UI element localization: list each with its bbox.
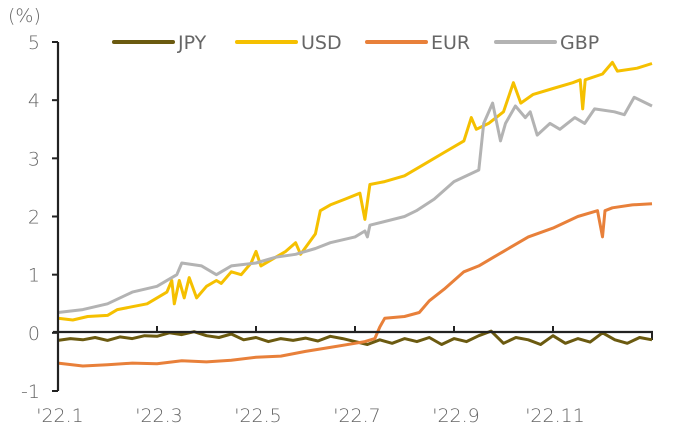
y-tick-label: -1 — [21, 381, 40, 403]
y-tick-label: 0 — [28, 323, 40, 345]
y-tick-label: 4 — [28, 90, 40, 112]
x-tick-label: '22.3 — [135, 405, 183, 427]
y-axis-unit-label: (%) — [8, 5, 41, 27]
y-tick-label: 3 — [28, 148, 40, 170]
legend-item-gbp: GBP — [494, 32, 599, 54]
legend: JPY USD EUR GBP — [112, 32, 599, 54]
legend-item-jpy: JPY — [112, 32, 207, 54]
x-tick-label: '22.1 — [36, 405, 84, 427]
series-line-jpy — [57, 329, 653, 346]
series-line-gbp — [57, 95, 653, 314]
series-line-usd — [57, 60, 653, 322]
legend-item-eur: EUR — [365, 32, 470, 54]
y-tick-label: 2 — [28, 207, 40, 229]
x-tick-label: '22.11 — [525, 405, 585, 427]
legend-label: USD — [301, 32, 342, 54]
x-tick-label: '22.5 — [234, 405, 282, 427]
series-line-eur — [57, 202, 653, 368]
x-tick-label: '22.9 — [432, 405, 480, 427]
y-tick-label: 5 — [28, 32, 40, 54]
x-tick-label: '22.7 — [333, 405, 381, 427]
legend-label: EUR — [431, 32, 470, 54]
legend-label: GBP — [560, 32, 599, 54]
legend-item-usd: USD — [235, 32, 342, 54]
y-tick-label: 1 — [28, 265, 40, 287]
legend-label: JPY — [177, 32, 207, 54]
